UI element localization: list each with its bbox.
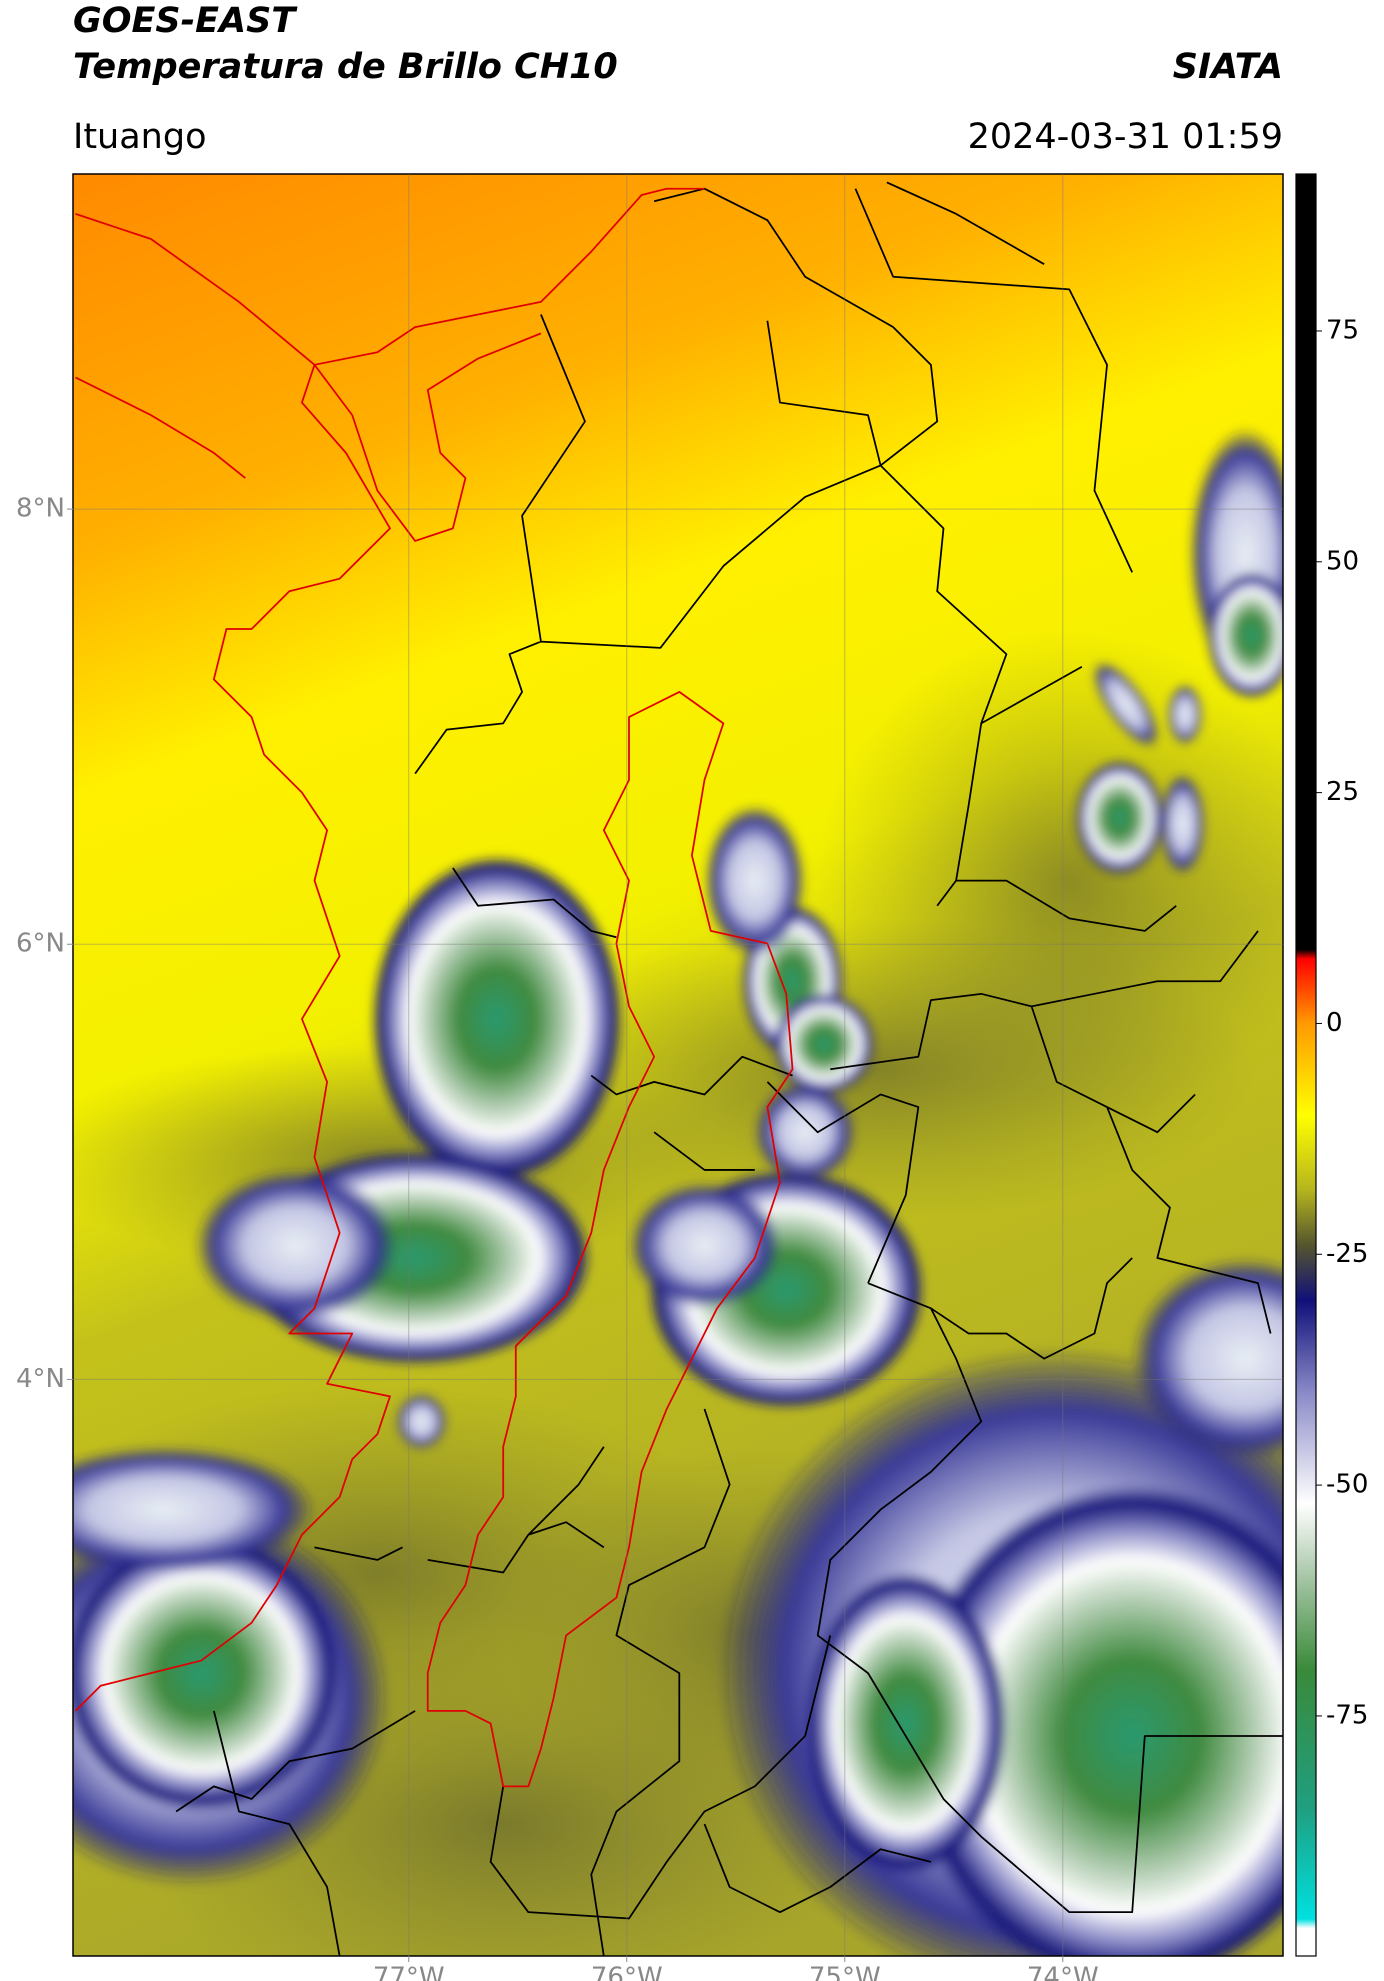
product-title: Temperatura de Brillo CH10 [73, 47, 618, 87]
region-label: Ituango [73, 117, 207, 157]
map-frame [72, 173, 1284, 1957]
y-tick-label: 6°N [16, 929, 65, 959]
y-tick-label: 4°N [16, 1364, 65, 1394]
map-image [73, 174, 1283, 1956]
colorbar-tick-label: -25 [1326, 1239, 1368, 1269]
datetime-label: 2024-03-31 01:59 [968, 117, 1283, 157]
borders [74, 181, 1283, 1956]
satellite-title: GOES-EAST [73, 1, 298, 41]
colorbar-tick-label: -75 [1326, 1700, 1368, 1730]
x-tick-label: 76°W [591, 1963, 663, 1981]
colorbar-tick-label: 0 [1326, 1008, 1343, 1038]
colorbar-tick-label: 25 [1326, 777, 1359, 807]
colorbar-tick-label: 75 [1326, 315, 1359, 345]
colorbar: -75 -50 -25 0 25 50 75 [1295, 173, 1368, 1957]
source-label: SIATA [1173, 47, 1283, 87]
cloud-field [73, 427, 1283, 1956]
x-tick-label: 75°W [809, 1963, 881, 1981]
y-tick-label: 8°N [16, 494, 65, 524]
x-tick-label: 77°W [373, 1963, 445, 1981]
x-tick-label: 74°W [1027, 1963, 1099, 1981]
colorbar-tick-label: -50 [1326, 1470, 1368, 1500]
colorbar-tick-label: 50 [1326, 546, 1359, 576]
colorbar-fill [1295, 173, 1317, 1957]
